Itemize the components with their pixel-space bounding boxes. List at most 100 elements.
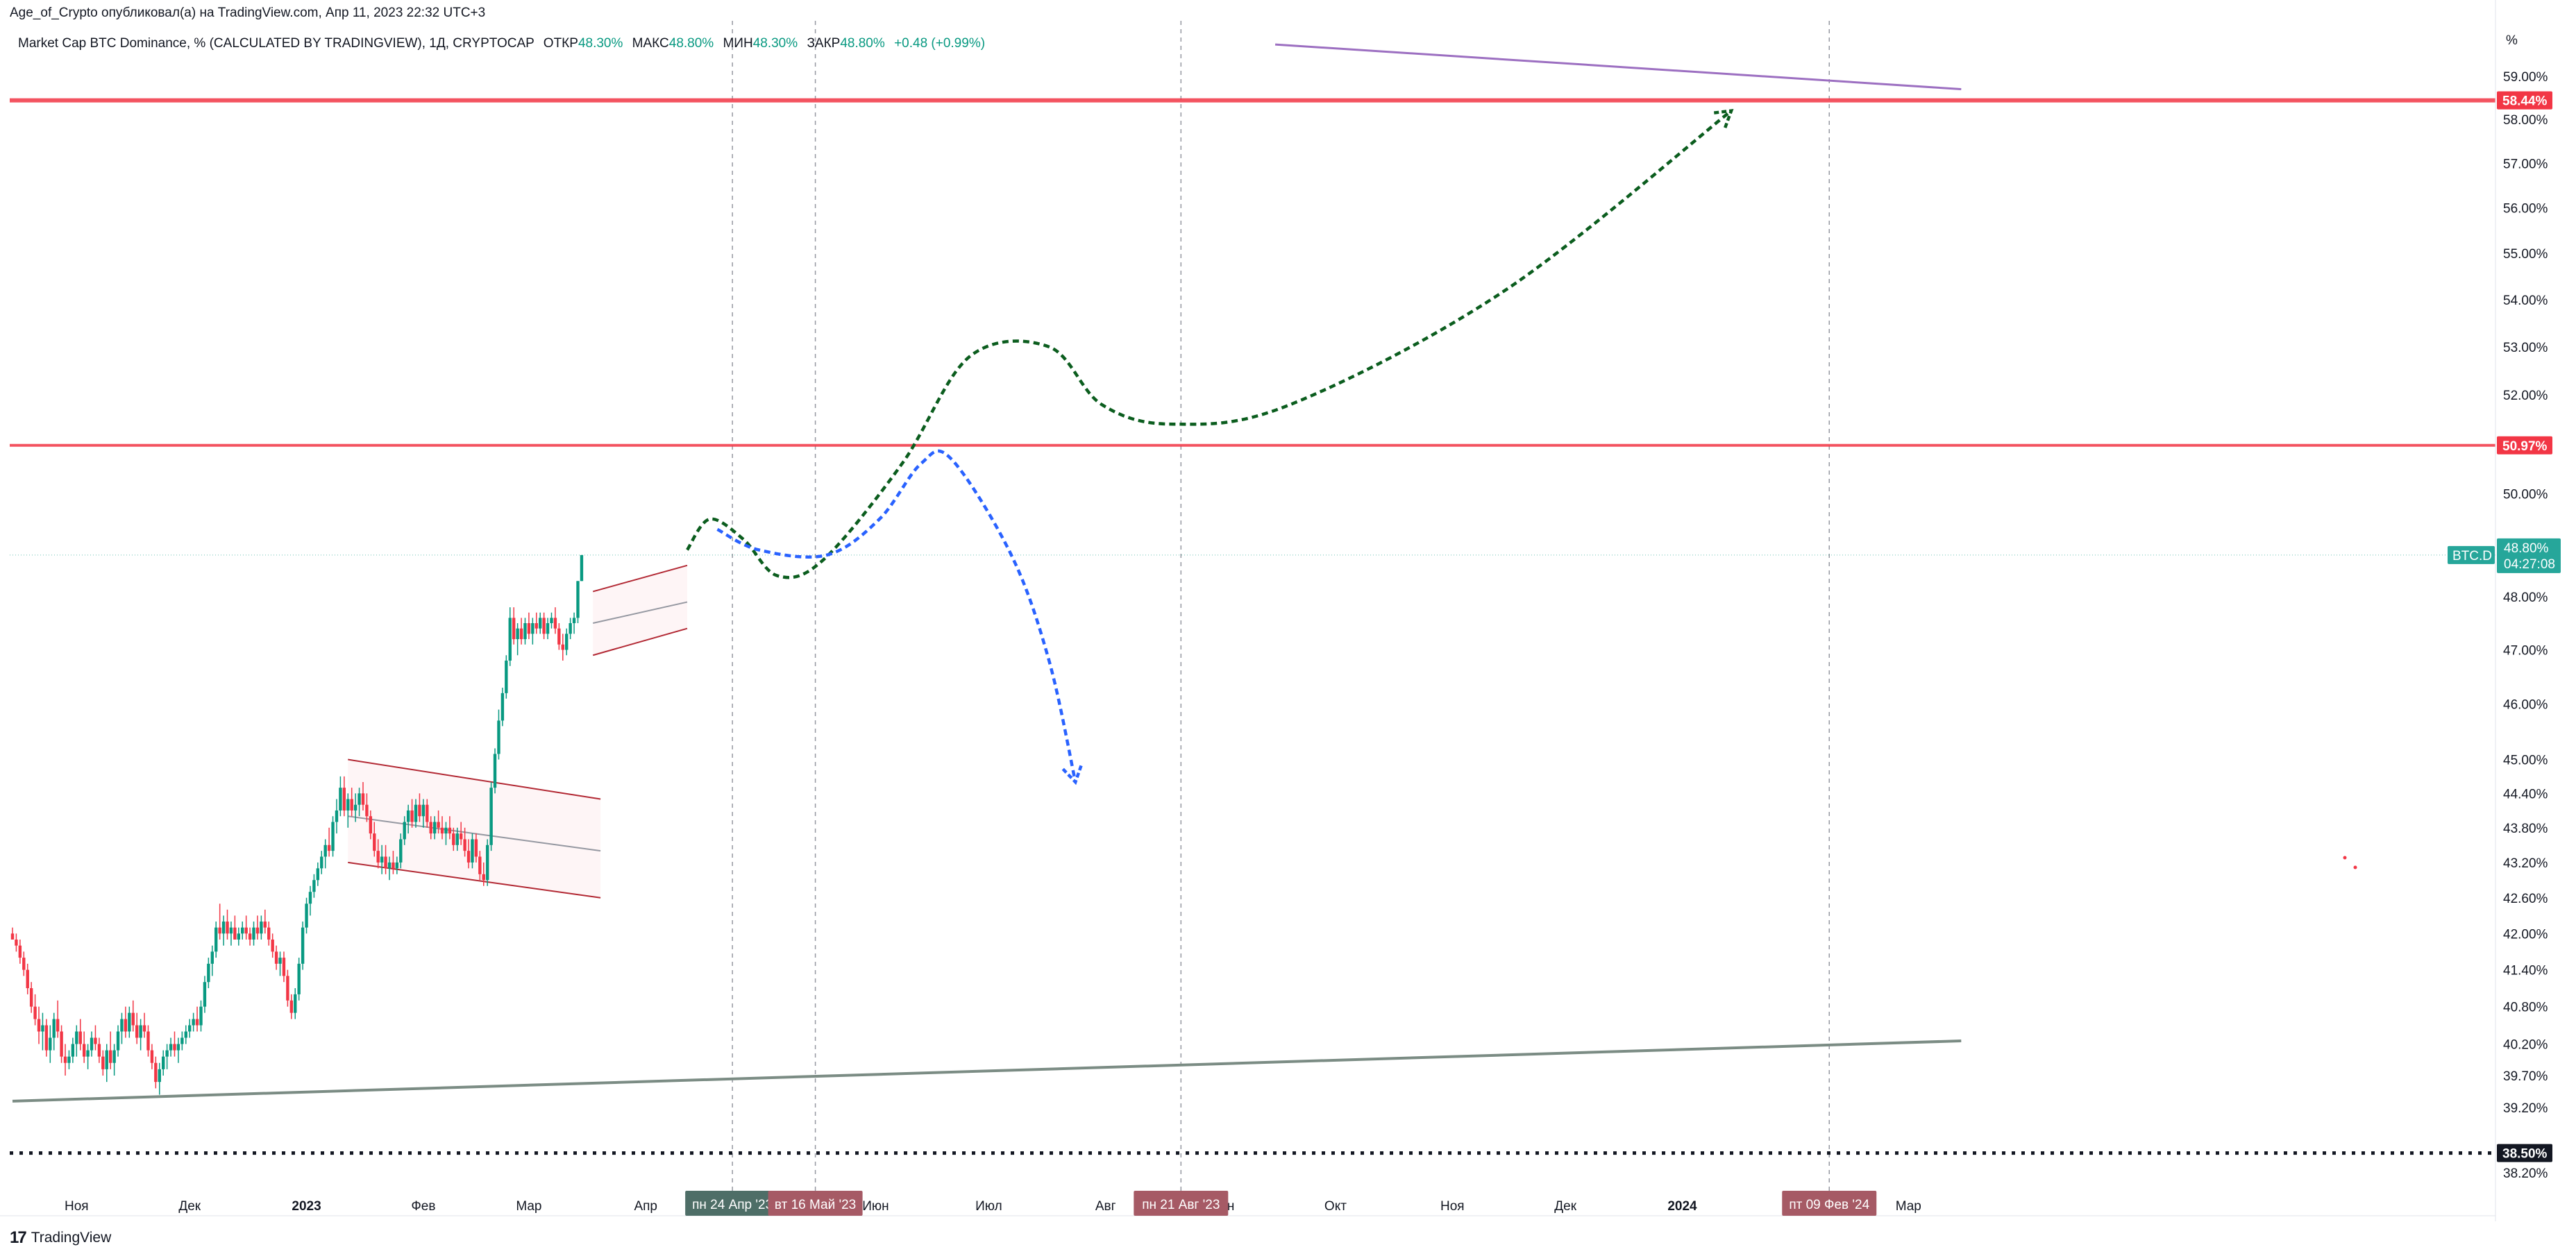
candle-body [274, 951, 278, 964]
candle-body [542, 618, 546, 634]
candle-body [116, 1031, 120, 1051]
logo-text: TradingView [31, 1230, 112, 1246]
candle-body [139, 1025, 142, 1038]
candle-body [312, 880, 316, 892]
legend: Market Cap BTC Dominance, % (CALCULATED … [18, 36, 985, 51]
candle-body [331, 822, 335, 851]
resistance-level-badge-bg [2497, 91, 2552, 110]
candle-body [142, 1025, 146, 1032]
y-unit-label: % [2506, 33, 2518, 48]
candle-body [459, 833, 463, 840]
candle-body [572, 618, 576, 624]
candle-body [316, 868, 320, 881]
candle-body [203, 982, 207, 1007]
candle-body [158, 1069, 161, 1083]
candle-body [429, 822, 432, 834]
candle-body [471, 839, 474, 863]
candle-body [369, 816, 373, 834]
x-tick-label: Дек [178, 1199, 201, 1214]
date-highlight-bg [1134, 1191, 1229, 1216]
x-axis[interactable]: НояДек2023ФевМарАпрИюнИюлАвгСенОктНояДек… [0, 1191, 2495, 1216]
y-tick-label: 54.00% [2503, 294, 2548, 308]
resistance-level-badge-bg [2497, 436, 2552, 455]
candle-body [26, 969, 29, 989]
candle-body [108, 1050, 112, 1063]
candle-body [229, 927, 233, 934]
candle-body [188, 1025, 192, 1032]
candle-body [342, 788, 346, 811]
legend-change: +0.48 (+0.99%) [894, 36, 986, 51]
date-highlight-bg [685, 1191, 780, 1216]
candle-body [176, 1044, 180, 1051]
y-tick-label: 46.00% [2503, 698, 2548, 713]
candle-body [365, 804, 369, 817]
candle-body [392, 862, 395, 869]
resistance-level-badge: 58.44% [2497, 91, 2552, 110]
countdown-value: 04:27:08 [2504, 557, 2555, 572]
candle-body [56, 1019, 60, 1032]
candle-body [373, 833, 376, 851]
logo-mark-icon: 17 [10, 1228, 27, 1247]
candle-body [97, 1044, 101, 1057]
candle-body [44, 1025, 49, 1051]
candle-body [421, 804, 426, 817]
candle-body [86, 1050, 90, 1057]
candle-body [380, 856, 384, 863]
x-tick-label: Окт [1324, 1199, 1347, 1214]
legend-close-label: ЗАКР [807, 36, 841, 51]
y-tick-label: 50.00% [2503, 488, 2548, 502]
legend-high-label: МАКС [632, 36, 669, 51]
candle-body [497, 720, 500, 754]
y-tick-label: 45.00% [2503, 754, 2548, 768]
candle-body [180, 1037, 184, 1044]
candle-body [580, 554, 584, 582]
candle-body [41, 1025, 44, 1032]
y-axis[interactable]: 59.00% 58.00% 57.00% 56.00% 55.00% 54.00% 53.0… [2448, 0, 2561, 1221]
projection-blue-arrowhead [1061, 764, 1083, 786]
x-tick-label: Мар [1896, 1199, 1921, 1214]
candle-body [403, 822, 406, 840]
candle-body [214, 927, 218, 952]
candle-body [327, 845, 331, 851]
candle-body [485, 845, 489, 881]
candle-body [308, 892, 312, 904]
x-tick-label: Апр [634, 1199, 657, 1214]
date-highlight-badge: пт 09 Фев '24 [1782, 1191, 1877, 1216]
candle-body [29, 988, 33, 1007]
candle-body [63, 1056, 67, 1063]
y-tick-label: 43.80% [2503, 822, 2548, 836]
y-tick-label: 59.00% [2503, 70, 2548, 85]
y-tick-label: 42.00% [2503, 927, 2548, 942]
candle-body [33, 1006, 37, 1019]
y-tick-label: 43.20% [2503, 856, 2548, 871]
candle-body [418, 804, 421, 817]
candle-body [112, 1050, 116, 1063]
candle-body [546, 623, 550, 634]
projection-green-arrowhead [1712, 108, 1734, 128]
x-tick-label: Июн [862, 1199, 889, 1214]
candle-body [15, 939, 18, 946]
candle-body [192, 1019, 195, 1026]
date-highlight-bg [768, 1191, 863, 1216]
candle-body [482, 874, 485, 881]
candle-body [294, 994, 297, 1013]
candle-body [162, 1056, 165, 1069]
candle-body [301, 927, 305, 964]
x-tick-label: Мар [516, 1199, 541, 1214]
publisher-line: Age_of_Crypto опубликовал(а) на TradingV… [10, 6, 486, 20]
channel-upper [348, 758, 601, 800]
candle-body [75, 1031, 78, 1044]
legend-low: 48.30% [752, 36, 798, 51]
y-tick-label: 40.80% [2503, 1001, 2548, 1015]
y-tick-label: 39.70% [2503, 1069, 2548, 1084]
candle-body [263, 922, 267, 928]
candle-body [346, 799, 350, 811]
x-tick-label: Июл [975, 1199, 1002, 1214]
candle-body [37, 1019, 41, 1032]
date-highlight-text: пн 21 Авг '23 [1142, 1198, 1220, 1212]
support-level-badge-text: 38.50% [2502, 1147, 2548, 1162]
candle-body [320, 856, 323, 869]
tradingview-logo[interactable]: 17 TradingView [10, 1228, 111, 1248]
candle-body [78, 1031, 82, 1044]
